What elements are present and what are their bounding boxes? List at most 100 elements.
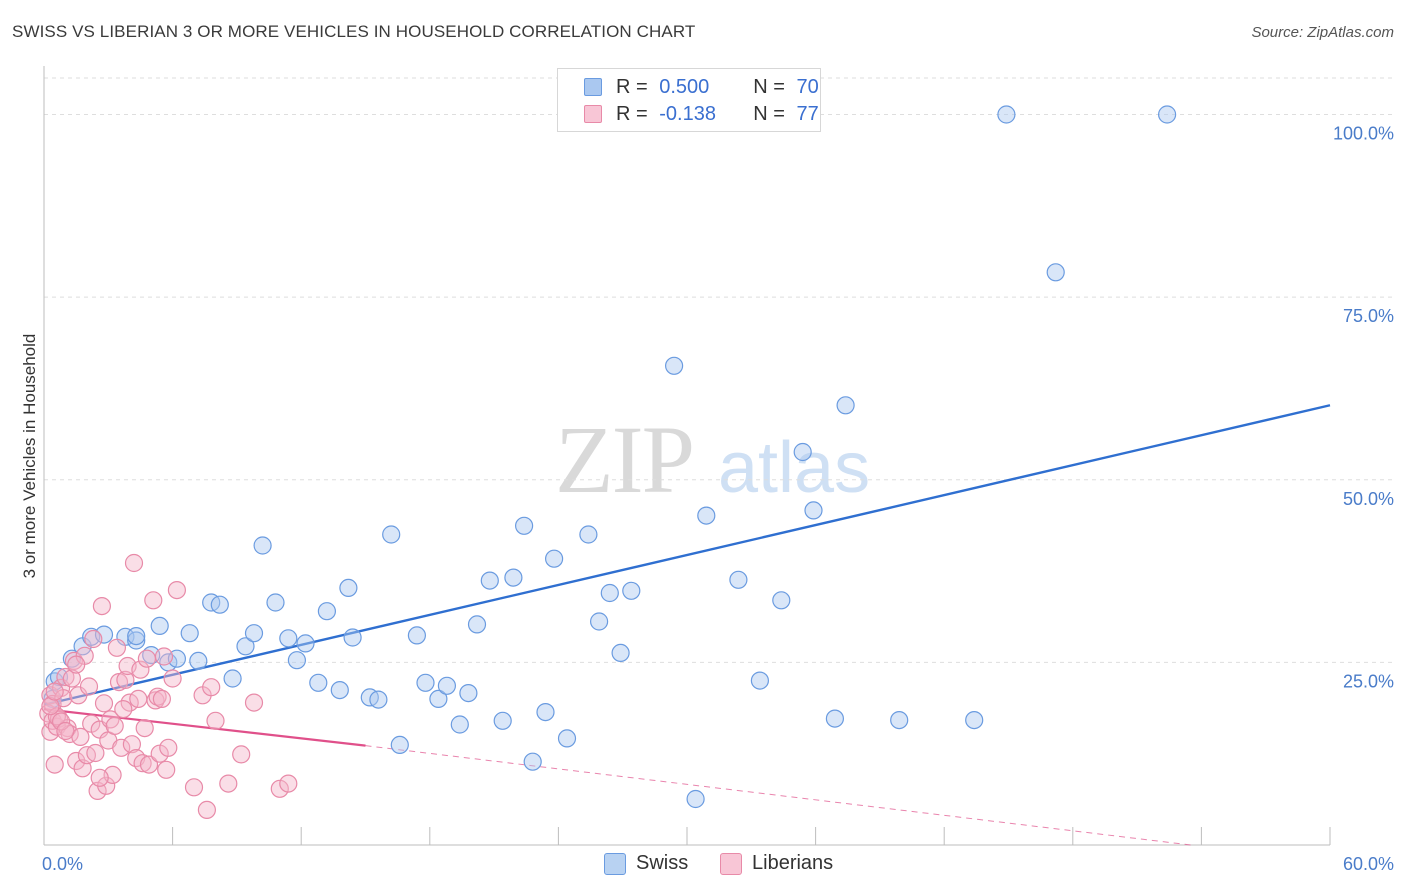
swiss-point-25 [309, 673, 328, 692]
liberians-point-10 [56, 667, 75, 687]
swiss-n-label: N = [753, 75, 791, 98]
liberians-point-33 [105, 716, 124, 736]
liberians-point-61 [197, 800, 216, 820]
swiss-point-37 [437, 676, 456, 695]
swiss-point-35 [416, 673, 435, 692]
correlation-legend: R = 0.500 N = 70 R = -0.138 N = 77 [557, 68, 821, 132]
liberians-point-49 [144, 591, 163, 610]
swiss-point-44 [514, 516, 534, 535]
liberians-point-40 [122, 735, 141, 754]
y-tick-label-75: 75.0% [1343, 306, 1394, 326]
swiss-point-10 [150, 616, 169, 636]
liberians-point-48 [139, 755, 159, 774]
liberians-point-72 [41, 697, 60, 716]
swiss-point-46 [536, 702, 555, 722]
liberians-swatch-icon [584, 105, 602, 123]
swiss-point-68 [1157, 105, 1177, 124]
svg-text:atlas: atlas [718, 428, 870, 508]
swiss-point-5 [94, 625, 114, 644]
liberians-point-76 [114, 699, 133, 719]
swiss-point-58 [750, 671, 770, 690]
liberians-r-value: -0.138 [659, 102, 716, 125]
swiss-r-label: R = [616, 75, 654, 98]
y-tick-label-100: 100.0% [1333, 124, 1394, 144]
swiss-point-67 [1046, 263, 1065, 282]
swiss-point-28 [339, 578, 358, 598]
swiss-point-53 [622, 581, 641, 600]
swiss-point-42 [493, 711, 512, 730]
swiss-trend-line [43, 404, 1331, 706]
swiss-point-19 [244, 624, 264, 643]
liberians-point-37 [116, 670, 135, 690]
liberians-point-73 [45, 682, 64, 701]
liberians-n-label: N = [753, 102, 791, 125]
swiss-swatch-icon [584, 78, 602, 96]
svg-text:ZIP: ZIP [555, 406, 693, 513]
liberians-n-value: 77 [796, 102, 819, 125]
swiss-point-32 [382, 525, 401, 544]
swiss-point-43 [504, 568, 523, 587]
liberians-point-43 [129, 689, 148, 709]
swiss-point-45 [523, 752, 542, 771]
liberians-point-44 [131, 660, 150, 679]
liberians-point-41 [124, 553, 144, 573]
swiss-legend-label: Swiss [636, 852, 689, 874]
swiss-legend-icon [604, 852, 626, 875]
liberians-point-71 [56, 721, 75, 741]
liberians-legend-label: Liberians [752, 852, 834, 874]
liberians-point-53 [152, 689, 171, 709]
legend-row-swiss: R = 0.500 N = 70 [584, 76, 819, 98]
liberians-point-62 [202, 678, 221, 697]
trend-lines [43, 404, 1331, 846]
swiss-point-21 [266, 593, 285, 612]
liberians-point-55 [157, 760, 176, 779]
swiss-point-65 [965, 710, 984, 730]
liberians-point-15 [67, 751, 86, 771]
liberians-point-66 [244, 693, 264, 712]
swiss-point-27 [330, 680, 349, 700]
liberians-point-34 [107, 638, 127, 657]
swiss-point-49 [579, 525, 598, 544]
x-tick-label-min: 0.0% [42, 854, 83, 874]
liberians-point-70 [51, 712, 71, 731]
swiss-point-48 [557, 729, 577, 748]
liberians-point-74 [67, 655, 86, 674]
swiss-point-24 [296, 634, 315, 653]
chart-title: SWISS VS LIBERIAN 3 OR MORE VEHICLES IN … [12, 22, 696, 41]
swiss-point-7 [127, 631, 146, 650]
swiss-point-31 [369, 690, 388, 709]
liberians-point-67 [270, 779, 289, 798]
swiss-point-57 [729, 570, 748, 589]
liberians-point-25 [88, 781, 107, 801]
source-credit: Source: ZipAtlas.com [1251, 24, 1394, 41]
liberians-point-64 [219, 774, 238, 793]
swiss-point-40 [467, 615, 487, 634]
liberians-point-28 [94, 694, 114, 713]
swiss-point-51 [600, 583, 619, 603]
swiss-point-22 [279, 629, 298, 648]
swiss-point-55 [686, 789, 705, 809]
swiss-point-26 [317, 602, 336, 621]
swiss-point-14 [189, 651, 208, 671]
swiss-point-63 [836, 396, 855, 415]
liberians-point-5 [45, 755, 64, 774]
legend-item-swiss: Swiss [604, 852, 688, 875]
swiss-point-34 [407, 626, 426, 645]
legend-item-liberians: Liberians [720, 852, 833, 875]
swiss-point-50 [589, 612, 609, 631]
liberians-point-46 [135, 718, 154, 738]
swiss-point-47 [544, 549, 564, 568]
axes [43, 66, 1331, 846]
swiss-point-61 [804, 501, 823, 520]
swiss-point-64 [890, 710, 909, 730]
swiss-n-value: 70 [796, 75, 819, 98]
liberians-point-58 [167, 580, 186, 600]
series-legend: Swiss Liberians [0, 852, 1406, 876]
swiss-point-8 [127, 626, 146, 646]
tick-labels: 25.0% 50.0% 75.0% 100.0% 0.0% 60.0% [42, 124, 1394, 874]
swiss-point-13 [180, 624, 199, 643]
liberians-point-56 [159, 738, 178, 757]
swiss-point-33 [390, 735, 409, 755]
liberians-point-27 [92, 596, 112, 616]
